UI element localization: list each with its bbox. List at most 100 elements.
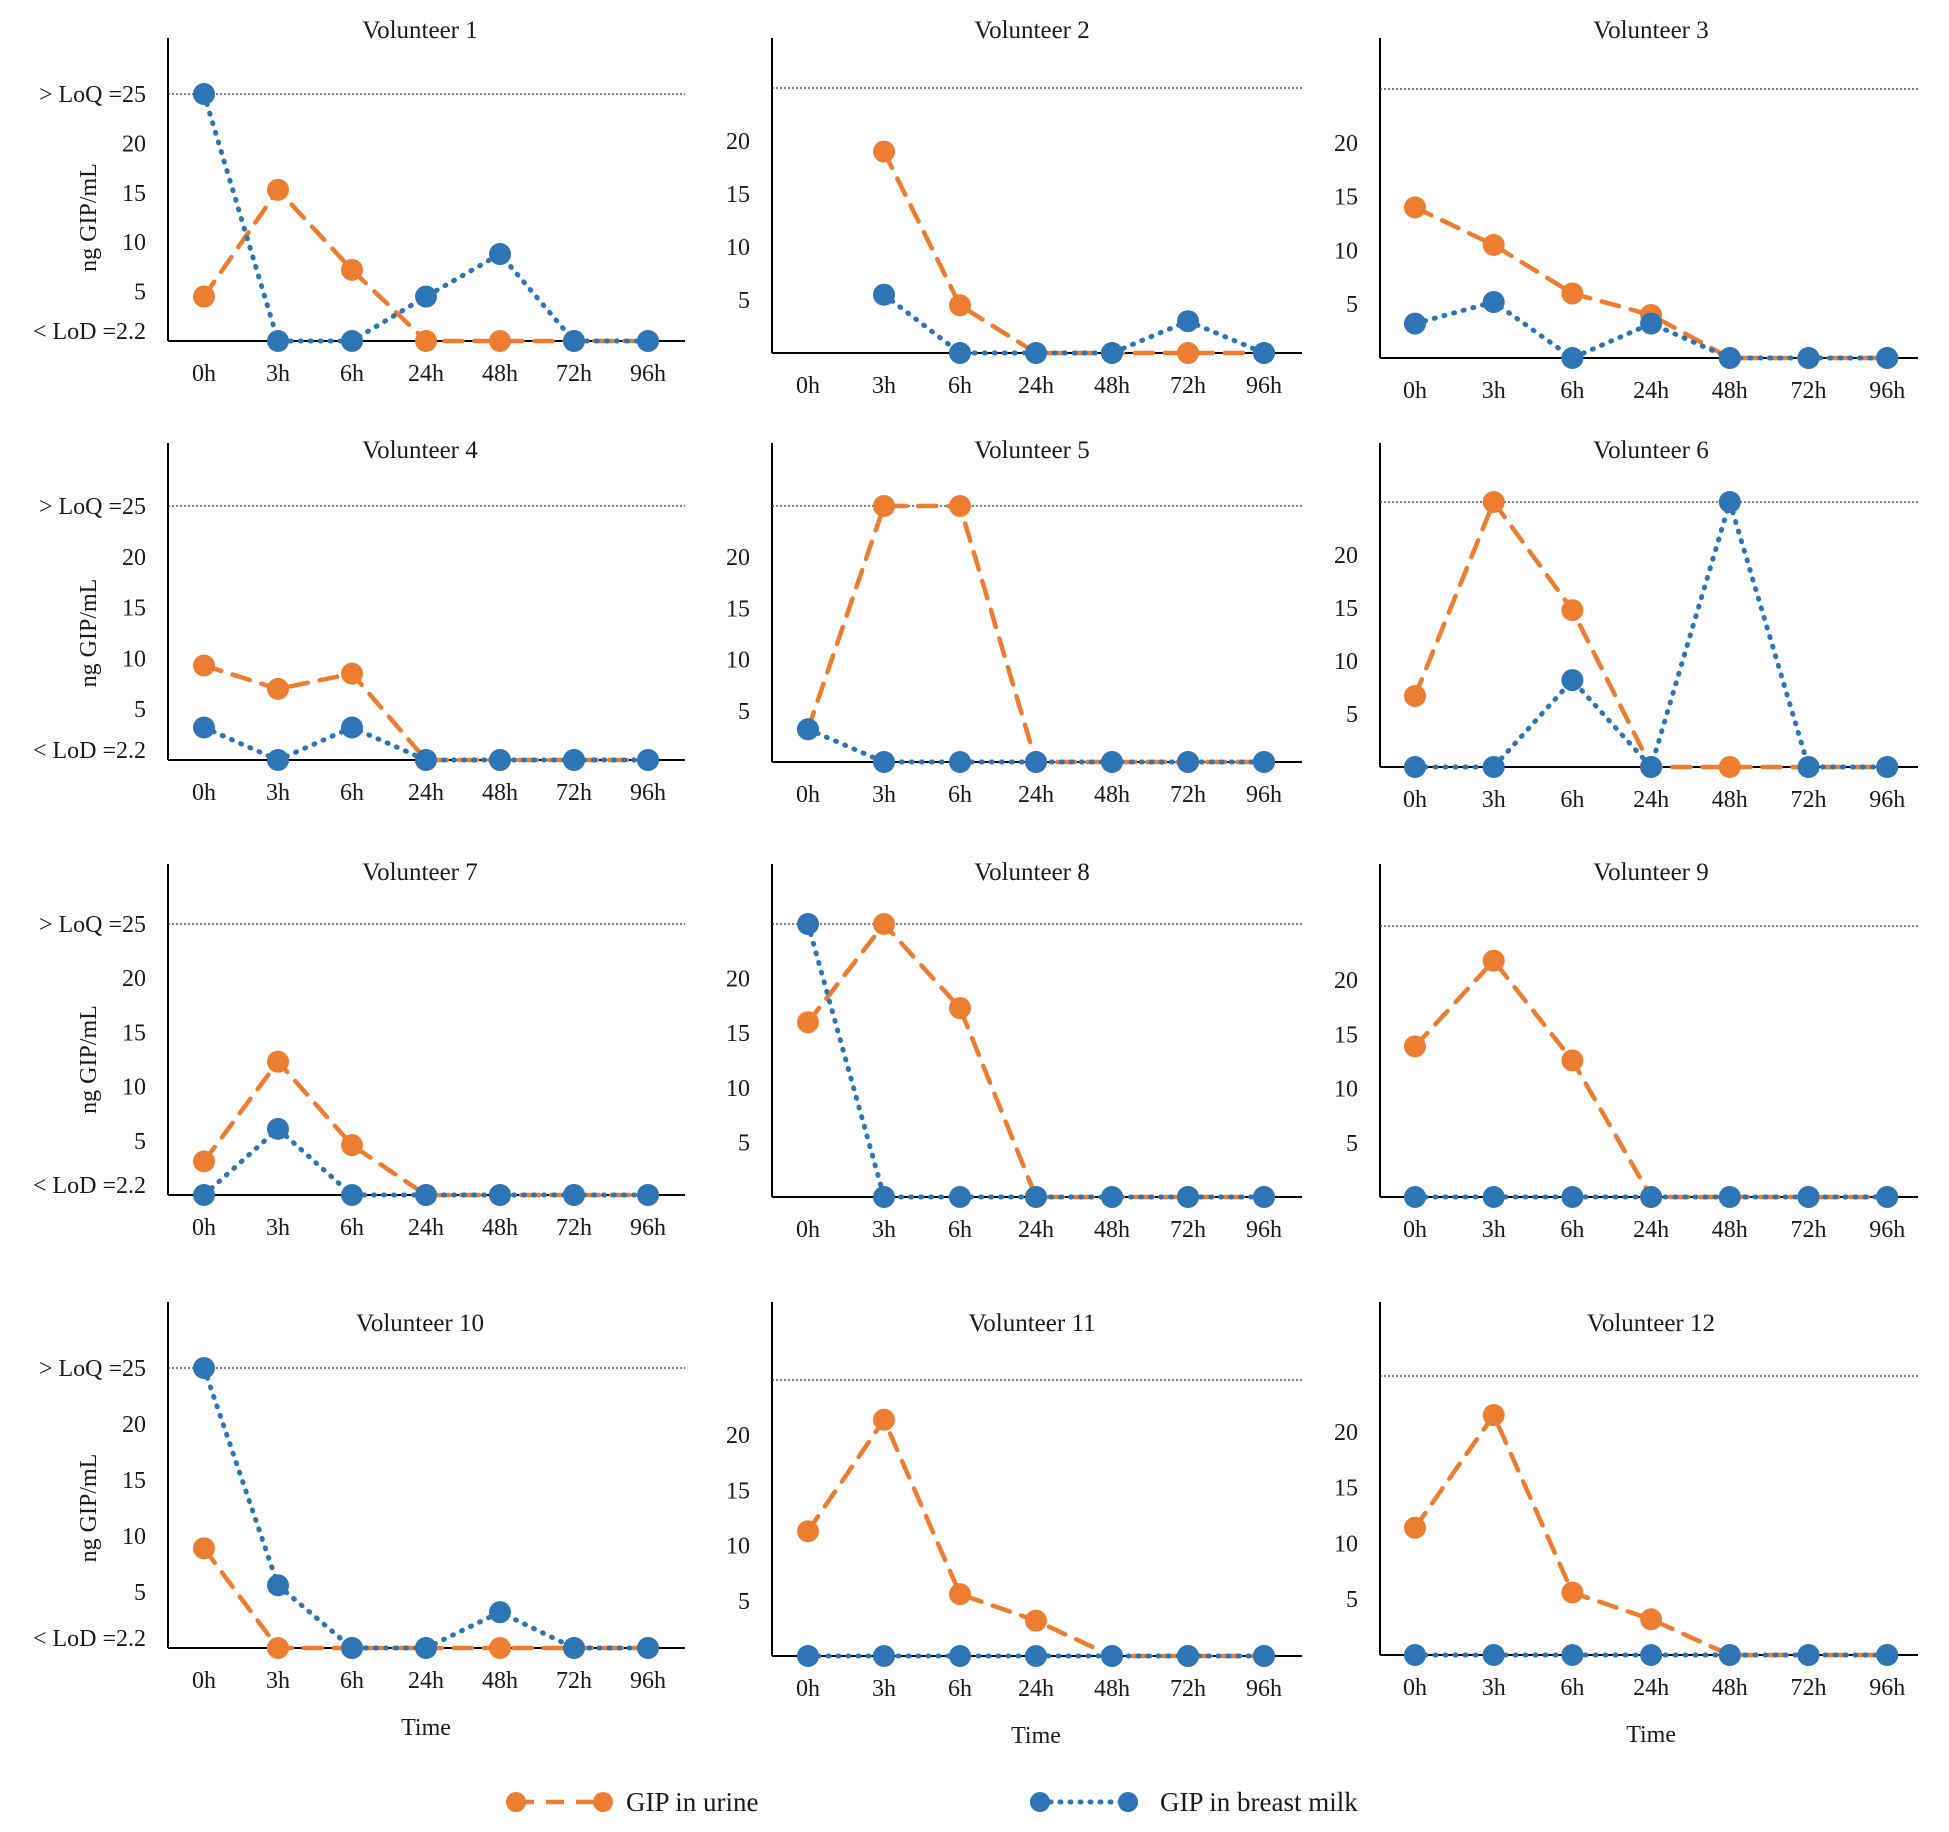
y-tick-label: 15 bbox=[1334, 185, 1358, 211]
milk-point bbox=[1797, 1186, 1820, 1208]
urine-point bbox=[873, 140, 895, 163]
x-tick-label: 48h bbox=[1712, 378, 1748, 404]
urine-point bbox=[267, 677, 289, 700]
x-tick-label: 96h bbox=[630, 1215, 666, 1241]
x-tick-label: 3h bbox=[872, 1676, 896, 1702]
urine-point bbox=[193, 285, 215, 308]
x-tick-label: 96h bbox=[1246, 1676, 1282, 1702]
y-tick-label: 20 bbox=[1334, 968, 1358, 994]
milk-series-line bbox=[805, 921, 1267, 1200]
milk-point bbox=[1640, 312, 1663, 335]
urine-point bbox=[797, 1011, 819, 1034]
milk-point bbox=[1253, 342, 1275, 364]
urine-point bbox=[415, 330, 437, 352]
x-tick-label: 48h bbox=[1712, 1217, 1748, 1243]
y-tick-label: 20 bbox=[726, 129, 750, 155]
urine-point bbox=[1404, 684, 1426, 707]
x-tick-label: 0h bbox=[796, 1217, 820, 1243]
urine-point bbox=[949, 1583, 971, 1606]
x-tick-label: 0h bbox=[1403, 378, 1427, 404]
x-tick-label: 0h bbox=[1403, 787, 1427, 813]
x-tick-label: 72h bbox=[1170, 1676, 1206, 1702]
milk-point bbox=[1876, 1186, 1899, 1208]
y-tick-label: 5 bbox=[1346, 292, 1358, 318]
x-tick-label: 6h bbox=[1560, 1675, 1584, 1701]
lod-label: < LoD =2.2 bbox=[33, 738, 146, 764]
x-tick-label: 96h bbox=[1869, 1675, 1905, 1701]
urine-point bbox=[193, 1150, 215, 1173]
x-tick-label: 3h bbox=[266, 780, 290, 806]
x-tick-label: 0h bbox=[796, 373, 820, 399]
legend-milk-label: GIP in breast milk bbox=[1160, 1787, 1358, 1817]
urine-point bbox=[193, 1537, 215, 1560]
y-tick-label: 10 bbox=[1334, 649, 1358, 675]
milk-point bbox=[1482, 1644, 1505, 1666]
x-tick-label: 3h bbox=[1482, 1675, 1506, 1701]
x-tick-label: 6h bbox=[340, 361, 364, 387]
x-tick-label: 72h bbox=[1791, 787, 1827, 813]
x-tick-label: 96h bbox=[630, 361, 666, 387]
milk-point bbox=[637, 1637, 659, 1659]
lod-label: < LoD =2.2 bbox=[33, 1173, 146, 1199]
x-tick-label: 96h bbox=[1246, 1217, 1282, 1243]
panel-3: Volunteer 3 5 10 15 20 0h 3h 6h 24h 48h 72h 96h bbox=[1334, 17, 1918, 404]
urine-point bbox=[1482, 1404, 1505, 1427]
panel-10: Volunteer 10 5 10 15 20 > LoQ =25 < LoD =2.2 ng… bbox=[33, 1302, 685, 1741]
milk-point bbox=[797, 1645, 819, 1667]
milk-point bbox=[1404, 312, 1426, 335]
milk-point bbox=[1101, 751, 1123, 773]
x-tick-label: 3h bbox=[1482, 378, 1506, 404]
x-tick-label: 24h bbox=[1018, 373, 1054, 399]
y-tick-label: 5 bbox=[738, 1589, 750, 1615]
x-tick-label: 96h bbox=[1869, 1217, 1905, 1243]
x-tick-label: 24h bbox=[1633, 1217, 1669, 1243]
legend-urine-marker bbox=[506, 1792, 526, 1812]
panel-6: Volunteer 6 5 10 15 20 0h 3h 6h 24h 48h 72h 96h bbox=[1334, 437, 1918, 813]
x-tick-label: 0h bbox=[192, 1215, 216, 1241]
milk-point bbox=[563, 330, 585, 352]
milk-point bbox=[1253, 1186, 1275, 1208]
y-tick-label: 20 bbox=[726, 545, 750, 571]
y-tick-label: 20 bbox=[726, 967, 750, 993]
milk-point bbox=[949, 342, 971, 364]
urine-point bbox=[1482, 234, 1505, 257]
y-tick-label: 15 bbox=[726, 596, 750, 622]
milk-point bbox=[1177, 1186, 1199, 1208]
milk-point bbox=[1177, 751, 1199, 773]
y-tick-label: 15 bbox=[122, 596, 146, 622]
urine-point bbox=[193, 654, 215, 677]
x-tick-label: 48h bbox=[1712, 787, 1748, 813]
urine-point bbox=[341, 1134, 363, 1157]
x-axis-label: Time bbox=[401, 1715, 451, 1741]
y-tick-label: 15 bbox=[1334, 596, 1358, 622]
x-tick-label: 24h bbox=[1633, 1675, 1669, 1701]
urine-series-line bbox=[201, 663, 651, 763]
urine-point bbox=[1640, 1608, 1663, 1631]
urine-point bbox=[1718, 756, 1741, 778]
milk-point bbox=[1561, 1186, 1584, 1208]
urine-series-line bbox=[1412, 497, 1890, 770]
x-tick-label: 3h bbox=[872, 373, 896, 399]
milk-point bbox=[415, 285, 437, 308]
loq-label: > LoQ =25 bbox=[39, 494, 146, 520]
panel-11: Volunteer 11 5 10 15 20 0h 3h 6h 24h 48h 72h 96h Tim… bbox=[726, 1302, 1302, 1749]
urine-series-line bbox=[1412, 957, 1890, 1200]
y-tick-label: 15 bbox=[122, 1468, 146, 1494]
milk-point bbox=[637, 1184, 659, 1206]
urine-point bbox=[1561, 599, 1584, 622]
x-tick-label: 24h bbox=[408, 361, 444, 387]
loq-label: > LoQ =25 bbox=[39, 1356, 146, 1382]
milk-point bbox=[1025, 1186, 1047, 1208]
urine-point bbox=[267, 178, 289, 201]
y-axis-label: ng GIP/mL bbox=[76, 1005, 102, 1114]
y-tick-label: 5 bbox=[134, 1129, 146, 1155]
y-tick-label: 15 bbox=[1334, 1476, 1358, 1502]
y-tick-label: 5 bbox=[134, 1580, 146, 1606]
panel-4: Volunteer 4 5 10 15 20 > LoQ =25 < LoD =2.2 ng … bbox=[33, 437, 685, 806]
milk-point bbox=[1177, 1645, 1199, 1667]
x-tick-label: 72h bbox=[1791, 378, 1827, 404]
panel-title: Volunteer 1 bbox=[362, 17, 478, 44]
x-tick-label: 24h bbox=[408, 1215, 444, 1241]
milk-point bbox=[1797, 1644, 1820, 1666]
urine-point bbox=[1482, 491, 1505, 513]
